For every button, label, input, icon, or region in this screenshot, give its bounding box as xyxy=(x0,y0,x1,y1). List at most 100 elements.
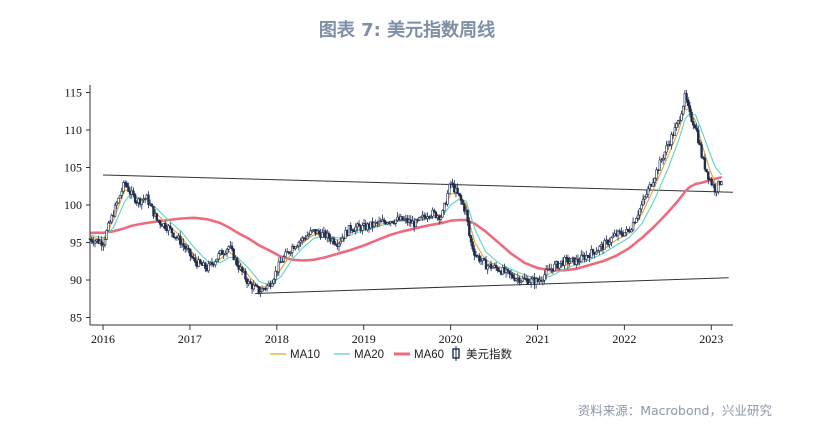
candle-body xyxy=(580,254,583,262)
candle-body xyxy=(317,230,321,234)
candle-body xyxy=(591,249,595,253)
candle-body xyxy=(294,246,297,249)
candle-body xyxy=(630,229,633,233)
candle-body xyxy=(693,124,697,129)
candle-body xyxy=(578,261,581,263)
candle-body xyxy=(434,211,438,218)
candle-body xyxy=(720,181,723,185)
candle-body xyxy=(107,222,110,231)
candle-body xyxy=(190,255,194,258)
candle-body xyxy=(152,206,155,217)
candle-body xyxy=(90,238,93,242)
candle-body xyxy=(568,261,571,264)
candle-body xyxy=(448,183,451,194)
legend-label-ma60: MA60 xyxy=(414,349,444,361)
candle-body xyxy=(707,171,710,180)
candle-body xyxy=(157,219,160,222)
candle-body xyxy=(566,257,570,264)
candle-body xyxy=(265,284,269,289)
y-tick-label: 115 xyxy=(64,86,82,100)
candle-body xyxy=(255,285,259,287)
candle-body xyxy=(309,230,312,235)
candle-body xyxy=(496,267,499,272)
usd-index-candles xyxy=(88,90,723,298)
candle-body xyxy=(651,182,655,187)
candle-body xyxy=(182,243,185,247)
candle-body xyxy=(635,218,638,223)
candle-body xyxy=(199,259,202,264)
candle-body xyxy=(249,280,252,285)
axes: 85 90 95 100 105 110 115 2016 2017 2018 2019 2020 20… xyxy=(64,85,733,346)
candle-body xyxy=(110,214,113,223)
candle-body xyxy=(220,250,224,255)
candle-body xyxy=(703,158,707,170)
candle-body xyxy=(603,240,606,250)
candle-body xyxy=(631,222,635,231)
candle-body xyxy=(301,237,304,242)
candle-body xyxy=(332,238,336,245)
candle-body xyxy=(284,251,287,257)
candle-body xyxy=(458,192,461,196)
candle-body xyxy=(361,225,364,231)
candle-body xyxy=(122,181,125,192)
candle-body xyxy=(528,282,531,285)
candle-body xyxy=(433,209,436,213)
candle-body xyxy=(274,270,277,280)
candle-body xyxy=(563,256,566,266)
candle-body xyxy=(670,134,673,145)
candle-body xyxy=(468,221,471,236)
candle-body xyxy=(678,120,682,122)
candle-body xyxy=(611,235,615,238)
candle-body xyxy=(282,256,286,262)
x-tick-label: 2023 xyxy=(699,332,723,346)
candle-body xyxy=(509,273,513,275)
x-tick-label: 2020 xyxy=(439,332,463,346)
candle-body xyxy=(646,188,650,195)
candle-body xyxy=(321,232,324,238)
candle-body xyxy=(511,274,514,279)
candle-body xyxy=(158,220,162,225)
candle-body xyxy=(661,158,665,161)
candle-body xyxy=(290,246,294,253)
candle-body xyxy=(695,127,698,131)
candle-body xyxy=(713,184,717,193)
candle-body xyxy=(663,151,667,159)
candle-body xyxy=(479,260,483,262)
candle-body xyxy=(108,221,112,224)
candle-body xyxy=(553,263,556,272)
candle-body xyxy=(215,258,219,262)
y-tick-label: 85 xyxy=(70,311,82,325)
candle-body xyxy=(506,268,509,272)
candle-body xyxy=(280,261,284,263)
candle-body xyxy=(570,258,573,263)
candle-body xyxy=(529,278,533,283)
candle-body xyxy=(700,144,703,158)
candle-body xyxy=(633,222,636,224)
candle-body xyxy=(299,240,302,243)
candle-body xyxy=(660,159,663,162)
candle-body xyxy=(207,263,210,272)
candle-body xyxy=(483,258,486,261)
candle-body xyxy=(658,159,662,171)
candle-body xyxy=(194,257,197,263)
candle-body xyxy=(676,120,680,125)
candle-body xyxy=(641,198,645,206)
x-tick-label: 2019 xyxy=(352,332,376,346)
candle-body xyxy=(717,180,720,192)
candle-body xyxy=(327,232,331,239)
candle-body xyxy=(349,225,352,231)
candle-body xyxy=(401,216,404,221)
candle-body xyxy=(456,187,459,194)
candle-body xyxy=(372,222,376,227)
y-tick-label: 105 xyxy=(64,161,82,175)
candle-body xyxy=(616,230,620,237)
candle-body xyxy=(382,219,386,223)
candle-body xyxy=(590,249,593,259)
candle-body xyxy=(123,181,127,184)
candle-body xyxy=(341,237,344,242)
trendlines xyxy=(103,174,734,294)
candle-body xyxy=(508,270,511,274)
candle-body xyxy=(184,245,187,250)
candle-body xyxy=(690,111,693,122)
